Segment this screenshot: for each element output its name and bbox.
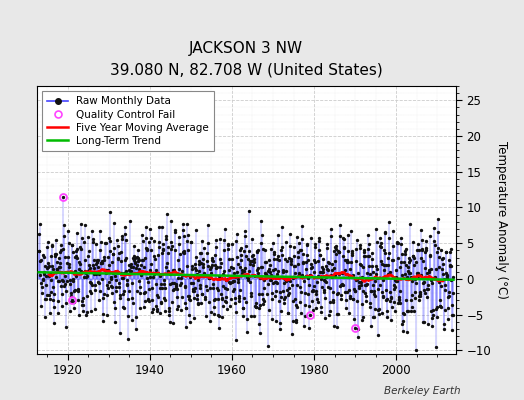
Legend: Raw Monthly Data, Quality Control Fail, Five Year Moving Average, Long-Term Tren: Raw Monthly Data, Quality Control Fail, … xyxy=(42,91,214,151)
Y-axis label: Temperature Anomaly (°C): Temperature Anomaly (°C) xyxy=(495,141,508,299)
Title: JACKSON 3 NW
39.080 N, 82.708 W (United States): JACKSON 3 NW 39.080 N, 82.708 W (United … xyxy=(110,41,383,78)
Text: Berkeley Earth: Berkeley Earth xyxy=(385,386,461,396)
